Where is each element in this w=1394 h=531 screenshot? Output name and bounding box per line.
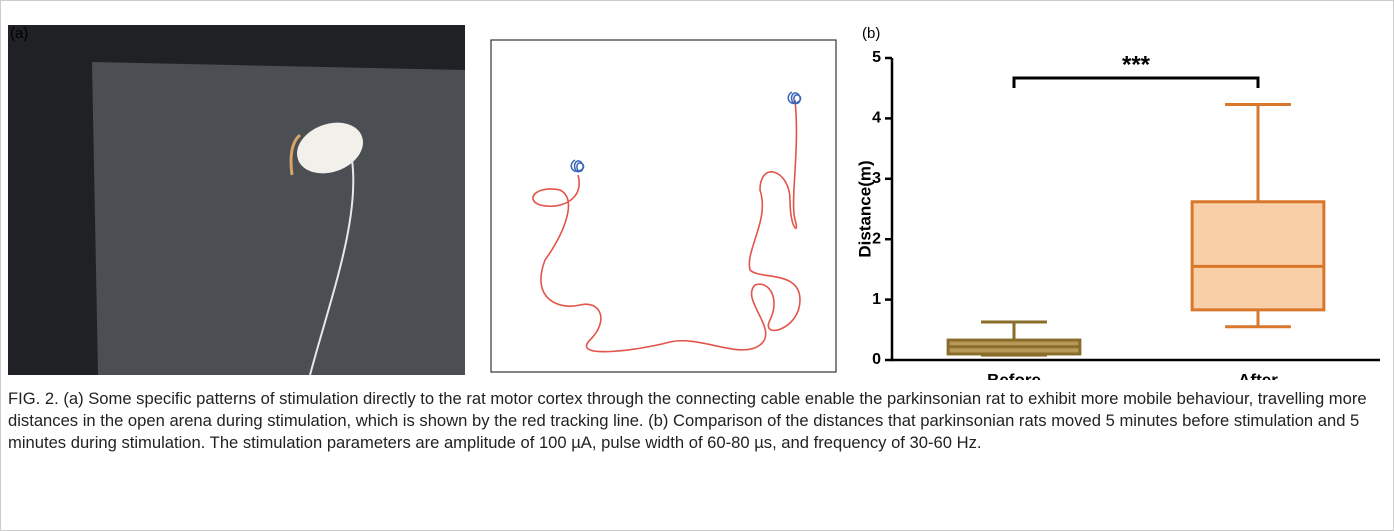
cable (309, 159, 355, 376)
y-tick-label: 1 (872, 291, 881, 308)
y-tick-label: 3 (872, 170, 881, 187)
tail (289, 133, 302, 176)
x-tick-label: After (1238, 370, 1278, 380)
arena-floor (92, 62, 465, 375)
tracking-path (532, 99, 801, 353)
y-tick-label: 4 (872, 110, 881, 127)
panel-label: (a) (10, 25, 28, 42)
y-tick-label: 5 (872, 49, 881, 66)
caption: FIG. 2. (a) Some specific patterns of st… (8, 389, 1367, 452)
panel-label: (b) (862, 25, 880, 42)
significance: *** (1122, 51, 1151, 78)
y-axis-label: Distance(m) (855, 160, 874, 257)
significance-bracket (1012, 76, 1260, 88)
figure: (a) (b) Distance(m) 0 1 2 3 4 5 Before After *** (8, 25, 1380, 380)
rat (297, 122, 363, 174)
tracking-end (787, 91, 802, 105)
x-tick-label: Before (987, 370, 1041, 380)
box (1190, 200, 1326, 312)
y-tick-label: 0 (872, 351, 881, 368)
box-chart: (b) Distance(m) 0 1 2 3 4 5 Before After *** (855, 25, 1380, 380)
y-tick-label: 2 (872, 230, 881, 247)
tracking-start (570, 159, 585, 173)
